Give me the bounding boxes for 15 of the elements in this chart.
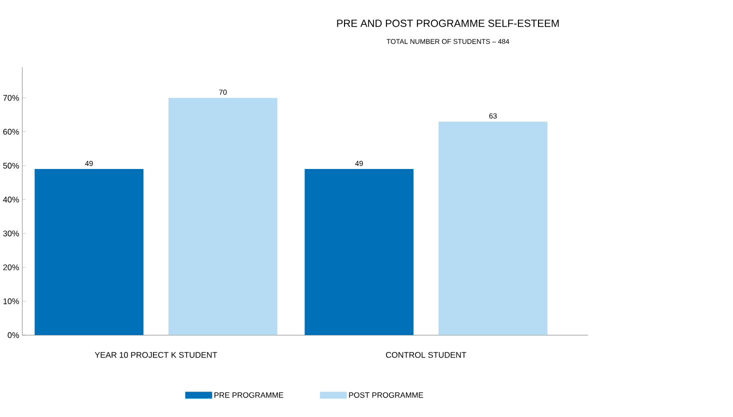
x-tick-label: CONTROL STUDENT: [386, 352, 466, 358]
y-tick-label: 70%: [3, 94, 19, 101]
bar: [304, 168, 414, 336]
y-tick-label: 10%: [3, 298, 19, 304]
y-tick-label: 30%: [3, 230, 19, 236]
x-tick-label: YEAR 10 PROJECT K STUDENT: [94, 352, 218, 358]
y-tick-label: 0%: [8, 332, 19, 338]
y-tick-label: 40%: [3, 196, 19, 202]
y-tick-label: 50%: [3, 162, 19, 168]
y-tick-label: 20%: [3, 264, 19, 270]
y-tick-label: 60%: [3, 128, 19, 135]
bar: [34, 168, 144, 336]
bar: [168, 98, 278, 336]
bar: [438, 121, 548, 336]
chart-title: PRE AND POST PROGRAMME SELF-ESTEEM: [337, 20, 559, 27]
